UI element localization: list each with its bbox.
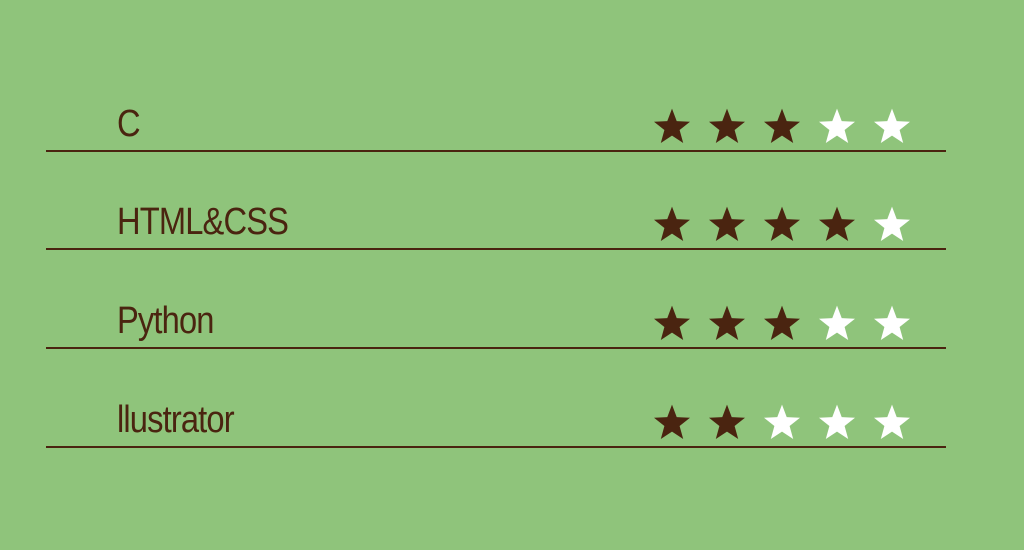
star-empty-icon — [764, 404, 800, 439]
star-empty-icon — [874, 108, 910, 143]
star-filled-icon — [764, 305, 800, 340]
skill-name: llustrator — [117, 399, 235, 441]
star-empty-icon — [819, 108, 855, 143]
star-filled-icon — [764, 108, 800, 143]
star-filled-icon — [654, 305, 690, 340]
skill-rating — [652, 106, 912, 148]
skill-name: C — [117, 103, 141, 145]
star-empty-icon — [874, 305, 910, 340]
skill-row-illustrator: llustrator — [46, 388, 946, 448]
skill-row-c: C — [46, 92, 946, 152]
star-empty-icon — [819, 305, 855, 340]
star-empty-icon — [874, 206, 910, 241]
star-empty-icon — [874, 404, 910, 439]
star-filled-icon — [819, 206, 855, 241]
star-filled-icon — [654, 206, 690, 241]
star-filled-icon — [654, 108, 690, 143]
star-filled-icon — [709, 206, 745, 241]
star-filled-icon — [709, 404, 745, 439]
star-filled-icon — [709, 108, 745, 143]
skill-row-python: Python — [46, 289, 946, 349]
star-empty-icon — [819, 404, 855, 439]
star-filled-icon — [654, 404, 690, 439]
skill-row-html-css: HTML&CSS — [46, 190, 946, 250]
skill-rating — [652, 303, 912, 345]
skill-rating — [652, 204, 912, 246]
skill-name: Python — [117, 300, 214, 342]
skill-name: HTML&CSS — [117, 201, 289, 243]
star-filled-icon — [764, 206, 800, 241]
star-filled-icon — [709, 305, 745, 340]
skill-rating — [652, 402, 912, 444]
